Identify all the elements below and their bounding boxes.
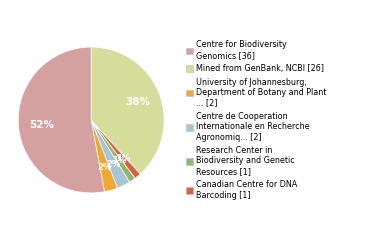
Text: 38%: 38% (125, 97, 150, 107)
Wedge shape (91, 120, 117, 192)
Text: 2%: 2% (98, 163, 112, 172)
Text: 2%: 2% (106, 160, 120, 169)
Text: 52%: 52% (29, 120, 54, 130)
Text: 1%: 1% (112, 156, 127, 165)
Wedge shape (91, 47, 164, 174)
Text: 1%: 1% (116, 154, 130, 163)
Wedge shape (91, 120, 130, 188)
Legend: Centre for Biodiversity
Genomics [36], Mined from GenBank, NCBI [26], University: Centre for Biodiversity Genomics [36], M… (187, 40, 327, 200)
Wedge shape (91, 120, 140, 178)
Wedge shape (91, 120, 135, 182)
Wedge shape (18, 47, 105, 193)
